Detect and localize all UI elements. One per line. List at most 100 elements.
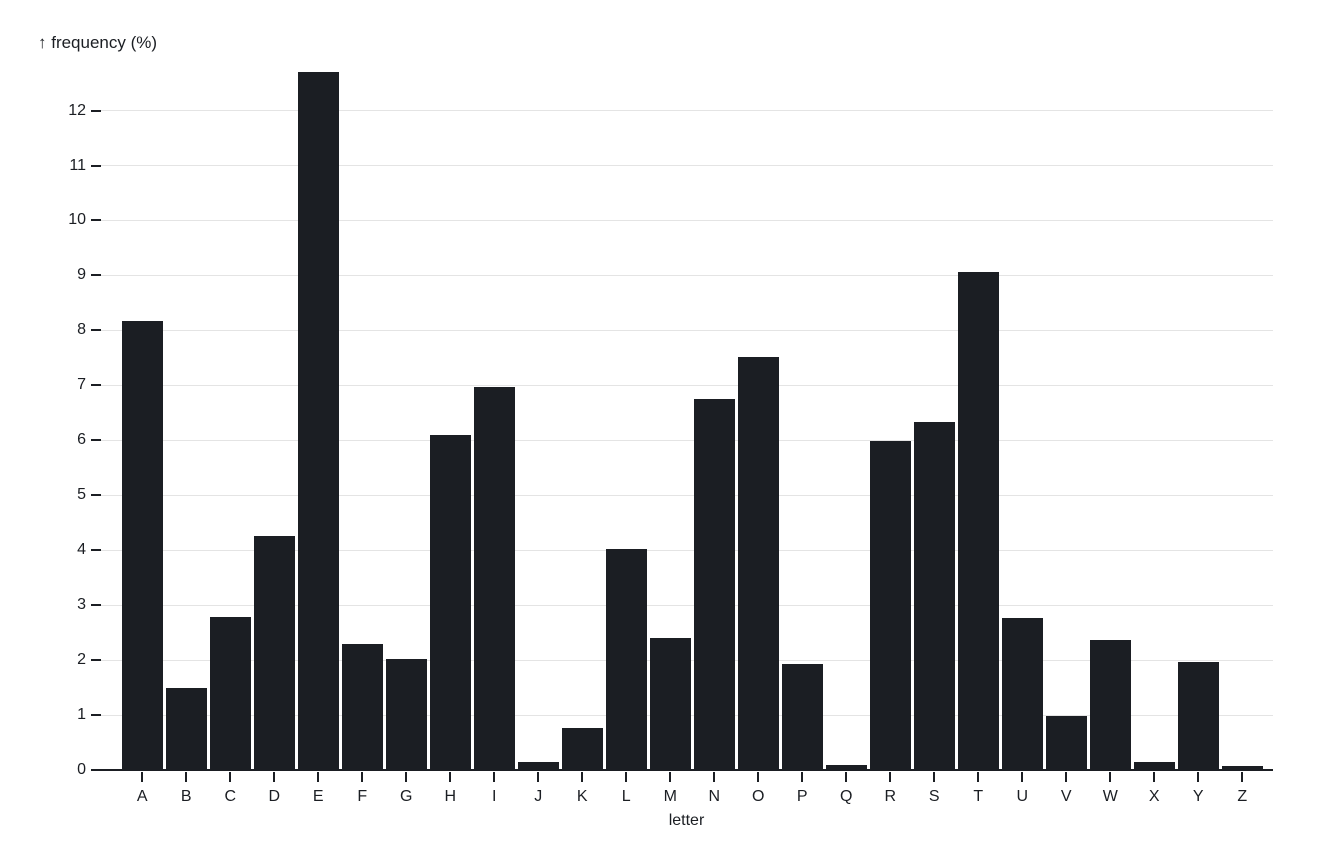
bar-B [166,688,207,770]
y-axis-title: ↑ frequency (%) [38,33,158,52]
y-tick-label: 11 [69,156,86,174]
x-tick-label-E: E [312,788,324,805]
x-tick-mark [1153,772,1156,782]
x-tick-label-R: R [884,788,897,805]
y-tick-mark [91,494,101,497]
x-tick-mark [493,772,496,782]
x-tick-label-V: V [1060,788,1072,805]
bar-H [430,435,471,770]
y-tick-mark [91,659,101,662]
y-gridline [100,494,1273,496]
x-tick-mark [669,772,672,782]
bar-D [254,536,295,770]
x-tick-mark [757,772,760,782]
y-tick-mark [91,164,101,167]
plot-area [100,72,1273,771]
x-tick-label-O: O [752,788,765,805]
bar-E [298,72,339,770]
x-tick-label-Z: Z [1237,788,1248,805]
x-tick-mark [361,772,364,782]
bar-U [1002,618,1043,770]
y-tick-mark [91,219,101,222]
y-tick-label: 10 [68,211,86,229]
bar-F [342,644,383,770]
x-tick-mark [713,772,716,782]
x-tick-mark [845,772,848,782]
bar-G [386,659,427,770]
x-tick-mark [229,772,232,782]
y-tick-label: 7 [77,376,86,394]
y-tick-label: 8 [77,321,86,339]
x-tick-mark [801,772,804,782]
bar-M [650,637,691,770]
x-tick-mark [889,772,892,782]
x-tick-label-F: F [357,788,368,805]
x-tick-label-S: S [928,788,940,805]
y-tick-label: 0 [77,761,86,778]
x-tick-mark [1065,772,1068,782]
x-tick-mark [185,772,188,782]
x-tick-label-N: N [708,788,721,805]
bar-W [1090,640,1131,770]
y-tick-mark [91,769,101,771]
y-tick-mark [91,604,101,607]
y-tick-mark [91,549,101,552]
y-tick-mark [91,109,101,112]
x-tick-mark [933,772,936,782]
x-tick-label-H: H [444,788,457,805]
x-tick-mark [317,772,320,782]
y-tick-mark [91,714,101,717]
bar-Z [1222,765,1263,770]
bar-Y [1178,661,1219,770]
x-tick-mark [537,772,540,782]
x-tick-mark [1109,772,1112,782]
x-tick-label-W: W [1102,788,1118,805]
x-tick-label-D: D [268,788,281,805]
bar-S [914,422,955,770]
x-tick-label-Y: Y [1192,788,1204,805]
x-tick-mark [449,772,452,782]
y-gridline [100,604,1273,606]
bar-Q [826,764,867,770]
x-tick-label-P: P [796,788,808,805]
x-tick-label-Q: Q [840,788,853,805]
x-tick-label-C: C [224,788,237,805]
y-gridline [100,549,1273,551]
y-tick-label: 12 [68,101,86,119]
y-tick-label: 9 [77,266,86,284]
y-gridline [100,110,1273,112]
y-tick-label: 3 [77,596,86,614]
y-gridline [100,219,1273,221]
bar-T [958,272,999,770]
x-tick-mark [977,772,980,782]
x-tick-label-A: A [136,788,148,805]
y-tick-mark [91,384,101,387]
y-tick-mark [91,274,101,277]
x-tick-mark [141,772,144,782]
x-tick-mark [1197,772,1200,782]
x-tick-label-U: U [1016,788,1029,805]
x-tick-label-K: K [576,788,588,805]
y-tick-label: 6 [77,431,86,449]
y-tick-mark [91,329,101,332]
x-tick-label-L: L [621,788,631,805]
x-tick-mark [405,772,408,782]
y-gridline [100,329,1273,331]
bar-C [210,617,251,770]
x-tick-mark [1021,772,1024,782]
bar-V [1046,716,1087,770]
x-tick-label-G: G [400,788,413,805]
x-tick-mark [273,772,276,782]
x-tick-mark [581,772,584,782]
x-tick-label-X: X [1148,788,1160,805]
x-axis-label: letter [668,812,705,829]
y-gridline [100,165,1273,167]
x-axis-line [100,769,1273,771]
y-gridline [100,384,1273,386]
bar-I [474,387,515,770]
x-tick-mark [625,772,628,782]
y-tick-mark [91,439,101,442]
y-tick-label: 2 [77,651,86,669]
y-tick-label: 4 [77,541,86,559]
